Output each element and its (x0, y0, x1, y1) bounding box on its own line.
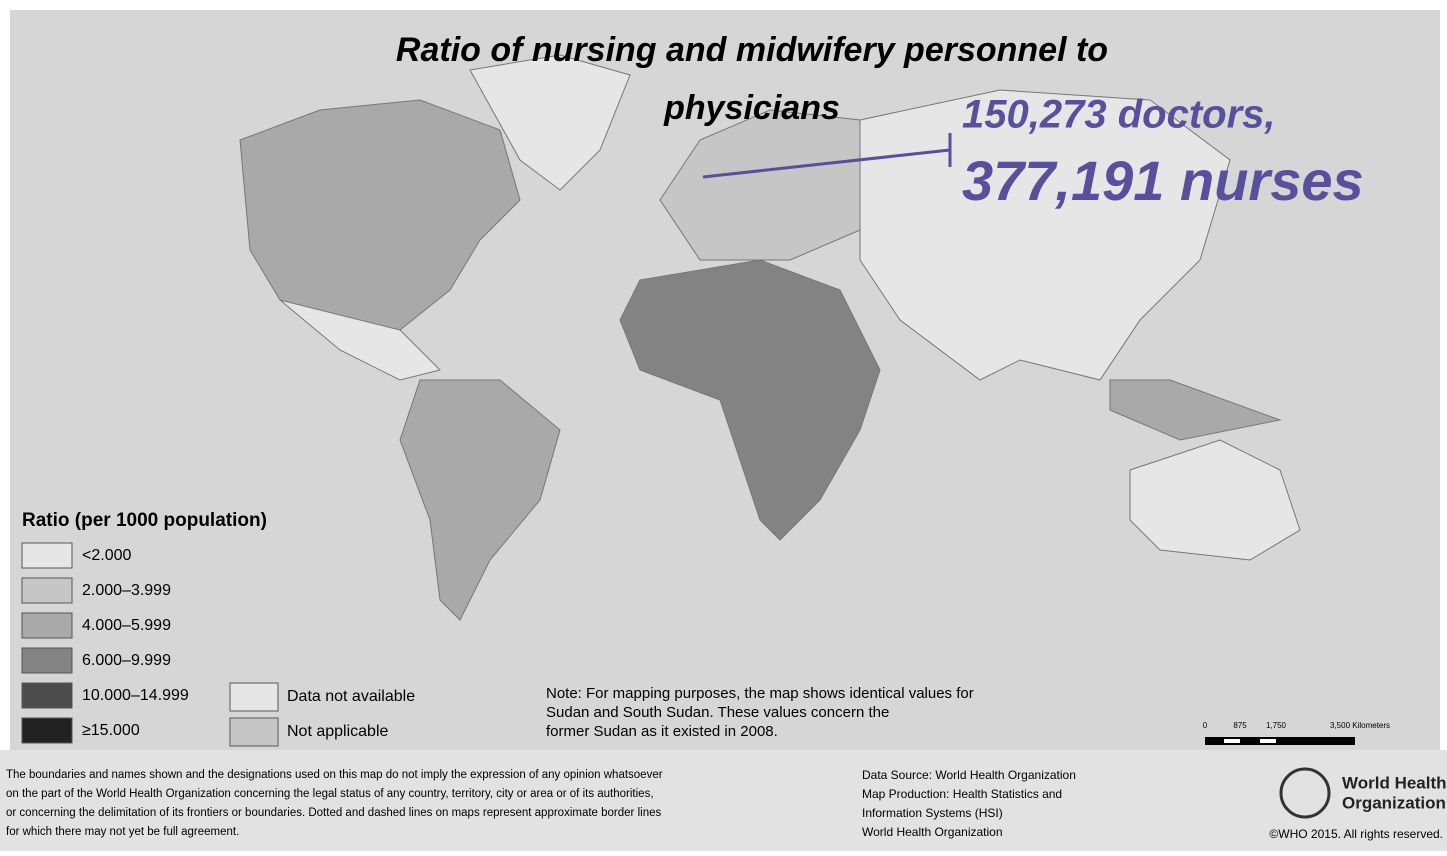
source-line: Information Systems (HSI) (862, 806, 1003, 820)
disclaimer: The boundaries and names shown and the d… (6, 769, 663, 838)
disclaimer-line: on the part of the World Health Organiza… (6, 788, 654, 800)
scale-label: 0 (1203, 721, 1208, 730)
annotation: 377,191 nurses (962, 149, 1364, 212)
asia (859, 89, 1231, 381)
annotation: 150,273 doctors, (962, 93, 1276, 137)
scale-label: 875 (1233, 721, 1247, 730)
legend: <2.000 2.000–3.999 4.000–5.999 6.000–9.999 1… (21, 542, 415, 747)
copyright: ©WHO 2015. All rights reserved. (1269, 827, 1443, 841)
legend-label: ≥15.000 (82, 722, 140, 739)
legend-swatch (21, 542, 73, 569)
land (239, 54, 1301, 621)
note-line: Sudan and South Sudan. These values conc… (546, 704, 889, 721)
south-america (399, 379, 561, 621)
legend-label: <2.000 (82, 547, 131, 564)
legend-swatch (229, 717, 279, 747)
legend-label: Not applicable (287, 723, 389, 740)
africa (619, 259, 881, 541)
central-america (279, 299, 441, 381)
note: Note: For mapping purposes, the map show… (546, 685, 974, 740)
legend-swatch (21, 577, 73, 604)
data-source: Data Source: World Health Organization Ma… (862, 768, 1076, 839)
note-line: Note: For mapping purposes, the map show… (546, 685, 974, 702)
disclaimer-line: for which there may not yet be full agre… (6, 826, 239, 838)
legend-swatch (21, 717, 73, 744)
source-line: Data Source: World Health Organization (862, 768, 1076, 782)
title: physicians (663, 89, 840, 127)
greenland (469, 54, 631, 191)
legend-label: Data not available (287, 688, 415, 705)
footer-background (0, 750, 1447, 851)
australia (1129, 439, 1301, 561)
source-line: World Health Organization (862, 825, 1003, 839)
legend-label: 10.000–14.999 (82, 687, 189, 704)
legend-swatch (21, 647, 73, 674)
north-america (239, 99, 521, 331)
logo-text: Organization (1342, 793, 1446, 812)
legend-swatch (229, 682, 279, 712)
who-emblem (1279, 767, 1331, 819)
note-line: former Sudan as it existed in 2008. (546, 723, 778, 740)
title: Ratio of nursing and midwifery personnel… (396, 31, 1108, 69)
annotation-line (702, 148, 951, 179)
logo-text: World Health (1342, 773, 1447, 792)
southeast-asia (1109, 379, 1282, 441)
scale-bar (1205, 737, 1355, 745)
legend-label: 2.000–3.999 (82, 582, 171, 599)
disclaimer-line: or concerning the delimitation of its fr… (6, 807, 661, 819)
legend-swatch (21, 682, 73, 709)
disclaimer-line: The boundaries and names shown and the d… (6, 769, 663, 781)
scale-label: 1,750 (1266, 721, 1287, 730)
legend-label: 4.000–5.999 (82, 617, 171, 634)
legend-label: 6.000–9.999 (82, 652, 171, 669)
legend-title: Ratio (per 1000 population) (22, 510, 267, 531)
scale-label: 3,500 Kilometers (1330, 721, 1390, 730)
source-line: Map Production: Health Statistics and (862, 787, 1062, 801)
legend-swatch (21, 612, 73, 639)
